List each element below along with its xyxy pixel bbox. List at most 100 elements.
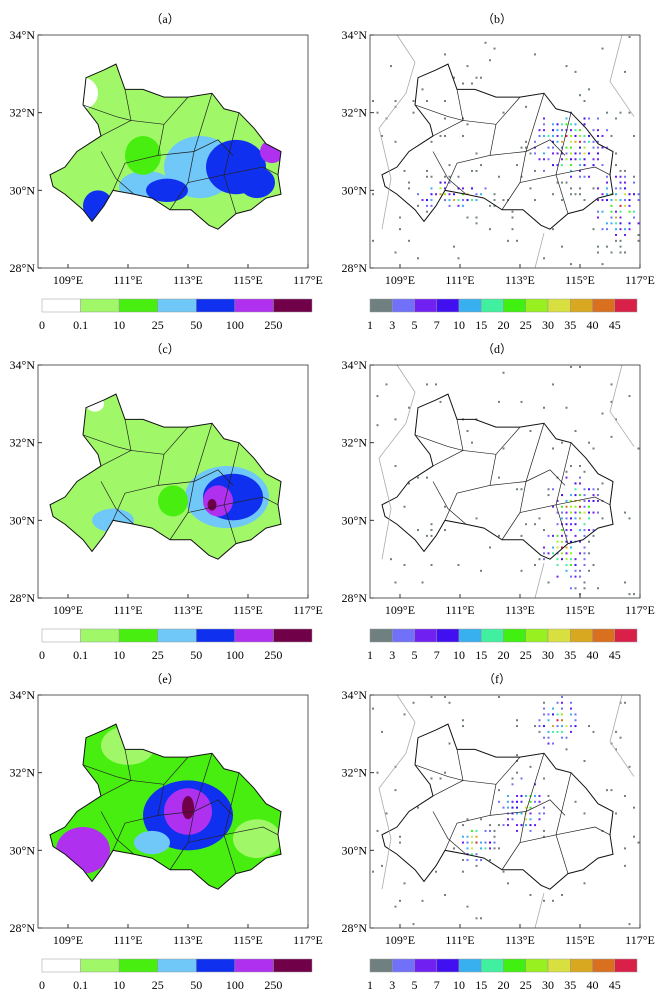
gridpoint-dot [597, 152, 599, 155]
gridpoint-dot [574, 575, 577, 578]
gridpoint-dot [480, 569, 482, 572]
gridpoint-dot [376, 111, 379, 114]
lat-label: 28°N [342, 261, 368, 275]
colorbar-swatch [436, 298, 460, 313]
gridpoint-dot [552, 505, 554, 508]
gridpoint-dot [619, 239, 622, 242]
gridpoint-dot [561, 152, 563, 155]
gridpoint-dot [615, 199, 617, 202]
gridpoint-dot [565, 736, 568, 739]
lon-label: 111°E [113, 933, 142, 947]
colorbar: 1 3 5 7 10 15 20 25 30 35 40 45 [367, 298, 638, 332]
gridpoint-dot [624, 181, 626, 184]
gridpoint-dot [538, 517, 541, 520]
gridpoint-dot [394, 581, 397, 584]
gridpoint-dot [592, 511, 595, 514]
gridpoint-dot [489, 859, 491, 862]
precip-area [207, 498, 217, 511]
gridpoint-dot [592, 140, 595, 143]
gridpoint-dot [372, 193, 374, 196]
gridpoint-dot [561, 129, 563, 132]
gridpoint-dot [480, 164, 482, 167]
gridpoint-dot [561, 552, 563, 555]
lat-label: 32°N [10, 436, 36, 450]
colorbar-label: 40 [587, 978, 599, 992]
colorbar-label: 250 [264, 648, 282, 662]
gridpoint-dot [579, 529, 581, 532]
colorbar-swatch [196, 298, 236, 313]
gridpoint-dot [493, 204, 496, 207]
panel-d: （d） 109°E 111°E 113°E 115°E 117°E 34°N 32°N 30°N… [342, 342, 655, 662]
gridpoint-dot [547, 158, 550, 161]
gridpoint-dot [547, 494, 550, 497]
gridpoint-dot [399, 841, 401, 844]
gridpoint-dot [610, 400, 613, 403]
gridpoint-dot [624, 228, 626, 231]
gridpoint-dot [547, 534, 550, 537]
colorbar-swatch [273, 628, 313, 643]
gridpoint-dot [574, 123, 577, 126]
gridpoint-dot [417, 257, 419, 260]
gridpoint-dot [475, 829, 478, 832]
gridpoint-dot [561, 158, 563, 161]
gridpoint-dot [597, 187, 599, 190]
gridpoint-dot [615, 222, 617, 225]
gridpoint-dot [610, 251, 613, 254]
gridpoint-dot [628, 35, 631, 38]
gridpoint-dot [466, 123, 469, 126]
gridpoint-dot [601, 134, 604, 137]
gridpoint-dot [556, 575, 559, 578]
hubei-outline [381, 723, 614, 890]
gridpoint-dot [579, 193, 581, 196]
gridpoint-dot [399, 899, 401, 902]
map-area [49, 63, 282, 230]
gridpoint-dot [606, 245, 608, 248]
precip-area [158, 485, 188, 517]
gridpoint-dot [556, 730, 559, 733]
gridpoint-dot [471, 441, 473, 444]
gridpoint-dot [570, 563, 572, 566]
gridpoint-dot [520, 777, 523, 780]
gridpoint-dot [552, 742, 554, 745]
gridpoint-dot [583, 511, 586, 514]
gridpoint-dot [597, 140, 599, 143]
gridpoint-dot [475, 169, 478, 172]
colorbar-swatch [592, 628, 615, 643]
gridpoint-dot [579, 187, 581, 190]
gridpoint-dot [516, 239, 518, 242]
colorbar-swatch [369, 298, 393, 313]
county-boundary [82, 434, 132, 451]
gridpoint-dot [556, 181, 559, 184]
colorbar-swatch [369, 958, 393, 973]
gridpoint-dot [570, 158, 572, 161]
gridpoint-dot [547, 488, 550, 491]
gridpoint-dot [534, 824, 536, 827]
gridpoint-dot [471, 847, 473, 850]
gridpoint-dot [592, 187, 595, 190]
lat-label: 34°N [10, 358, 36, 372]
precip-area [239, 167, 275, 199]
gridpoint-dot [570, 523, 572, 526]
gridpoint-dot [376, 829, 379, 832]
gridpoint-dot [444, 181, 446, 184]
gridpoint-dot [426, 476, 428, 479]
gridpoint-dot [520, 569, 523, 572]
gridpoint-dot [547, 713, 550, 716]
gridpoint-dot [372, 870, 374, 873]
gridpoint-dot [403, 505, 406, 508]
gridpoint-dot [615, 187, 617, 190]
gridpoint-dot [480, 847, 482, 850]
gridpoint-dot [579, 575, 581, 578]
colorbar-label: 10 [113, 318, 125, 332]
colorbar-swatch [525, 958, 549, 973]
gridpoint-dot [619, 175, 622, 178]
colorbar-swatch [436, 628, 460, 643]
gridpoint-dot [543, 129, 545, 132]
gridpoint-dot [462, 725, 464, 728]
colorbar-swatch [41, 958, 81, 973]
gridpoint-dot [538, 794, 541, 797]
colorbar-label: 30 [542, 978, 554, 992]
gridpoint-dot [525, 140, 527, 143]
gridpoint-dot [579, 164, 581, 167]
gridpoint-dot [592, 146, 595, 149]
